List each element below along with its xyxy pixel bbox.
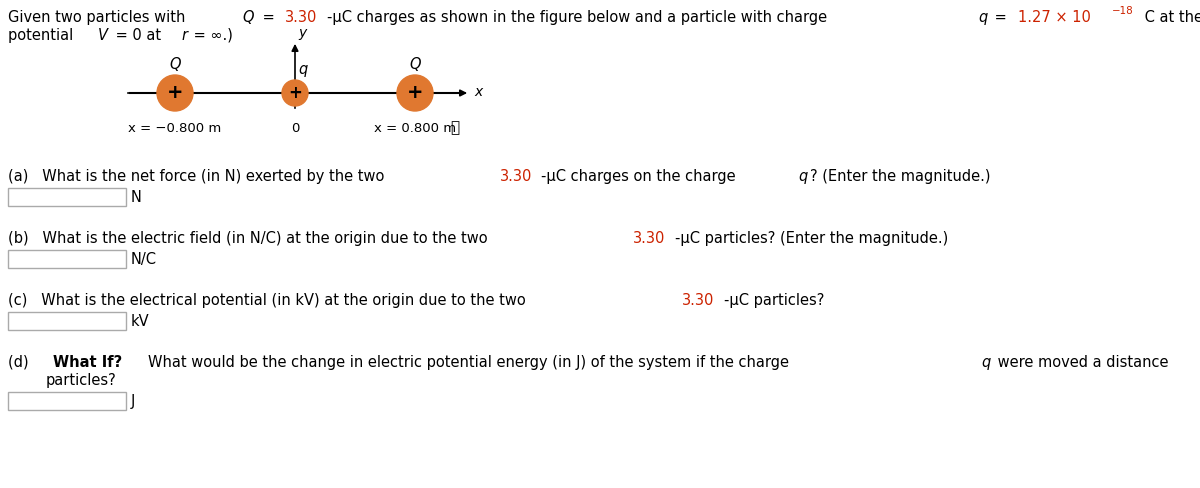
Text: q: q [298,62,307,77]
Text: q: q [982,354,991,369]
Text: -μC particles?: -μC particles? [724,292,824,307]
FancyBboxPatch shape [8,392,126,410]
Text: J: J [131,394,136,408]
Text: 3.30: 3.30 [682,292,714,307]
Text: potential: potential [8,28,78,43]
Text: kV: kV [131,314,150,329]
Text: 3.30: 3.30 [632,230,665,245]
Text: N: N [131,190,142,205]
Text: q: q [978,10,988,25]
Text: x = 0.800 m: x = 0.800 m [374,122,456,135]
Text: Q: Q [242,10,254,25]
Text: (c)   What is the electrical potential (in kV) at the origin due to the two: (c) What is the electrical potential (in… [8,292,530,307]
Text: Q: Q [409,57,421,72]
Text: -μC charges as shown in the figure below and a particle with charge: -μC charges as shown in the figure below… [328,10,832,25]
Text: particles?: particles? [46,372,116,387]
Text: r: r [181,28,187,43]
FancyBboxPatch shape [8,250,126,268]
Text: y: y [298,26,306,40]
Text: -μC particles? (Enter the magnitude.): -μC particles? (Enter the magnitude.) [674,230,948,245]
Circle shape [397,76,433,112]
Text: ? (Enter the magnitude.): ? (Enter the magnitude.) [810,169,991,183]
Text: 3.30: 3.30 [286,10,318,25]
FancyBboxPatch shape [8,189,126,206]
FancyBboxPatch shape [8,312,126,330]
Text: ⓘ: ⓘ [450,120,460,135]
Text: N/C: N/C [131,252,157,267]
Text: V: V [98,28,108,43]
Text: Q: Q [169,57,181,72]
Text: -μC charges on the charge: -μC charges on the charge [541,169,740,183]
Text: What If?: What If? [53,354,127,369]
Text: What would be the change in electric potential energy (in J) of the system if th: What would be the change in electric pot… [149,354,794,369]
Text: +: + [288,84,302,102]
Text: +: + [407,83,424,102]
Text: Given two particles with: Given two particles with [8,10,190,25]
Text: =: = [258,10,280,25]
Text: q: q [798,169,808,183]
Text: (a)   What is the net force (in N) exerted by the two: (a) What is the net force (in N) exerted… [8,169,389,183]
Text: C at the origin. (Note: Assume a reference level of: C at the origin. (Note: Assume a referen… [1140,10,1200,25]
Text: 0: 0 [290,122,299,135]
Circle shape [157,76,193,112]
Circle shape [282,81,308,107]
Text: (b)   What is the electric field (in N/C) at the origin due to the two: (b) What is the electric field (in N/C) … [8,230,492,245]
Text: x: x [474,85,482,99]
Text: (d): (d) [8,354,42,369]
Text: −18: −18 [1112,6,1134,16]
Text: were moved a distance: were moved a distance [994,354,1174,369]
Text: =: = [990,10,1012,25]
Text: +: + [167,83,184,102]
Text: = 0 at: = 0 at [112,28,166,43]
Text: 1.27 × 10: 1.27 × 10 [1018,10,1091,25]
Text: 3.30: 3.30 [499,169,532,183]
Text: x = −0.800 m: x = −0.800 m [128,122,222,135]
Text: = ∞.): = ∞.) [190,28,233,43]
